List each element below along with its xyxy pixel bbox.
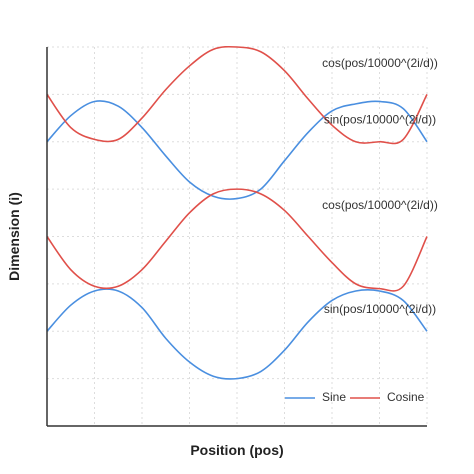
- sine-curve-1: [46, 100, 428, 200]
- grid: [47, 46, 428, 426]
- legend-label-sine: Sine: [322, 390, 346, 404]
- curves: [46, 45, 428, 380]
- y-axis-title: Dimension (i): [6, 192, 22, 281]
- legend: Sine Cosine: [285, 390, 425, 404]
- annotation-label: cos(pos/10000^(2i/d)): [322, 198, 438, 212]
- cosine-curve-4: [46, 188, 428, 292]
- legend-label-cosine: Cosine: [387, 390, 425, 404]
- x-axis-title: Position (pos): [190, 442, 283, 458]
- cosine-curve-2: [46, 45, 428, 145]
- annotation-label: cos(pos/10000^(2i/d)): [322, 56, 438, 70]
- annotation-label: sin(pos/10000^(2i/d)): [324, 302, 436, 316]
- annotations: cos(pos/10000^(2i/d)) sin(pos/10000^(2i/d…: [322, 56, 438, 316]
- sine-curve-3: [46, 288, 428, 380]
- annotation-label: sin(pos/10000^(2i/d)): [324, 113, 436, 127]
